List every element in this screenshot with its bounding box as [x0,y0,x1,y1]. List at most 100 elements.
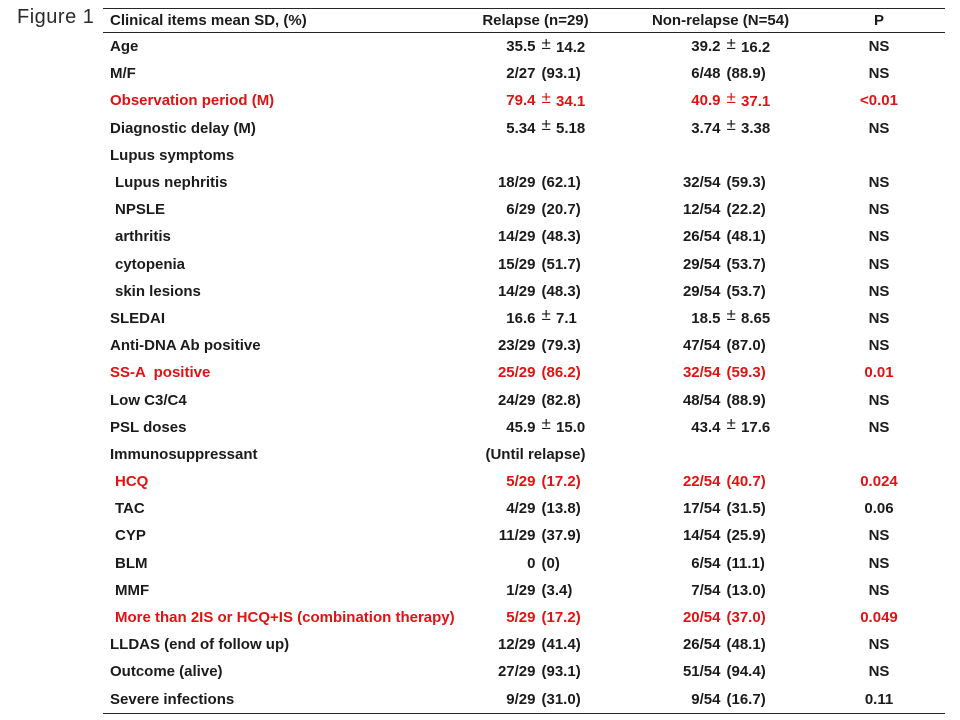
p-value: NS [868,554,890,572]
relapse-value: 12/29 (41.4) [443,636,628,653]
table-row: HCQ 5/29 (17.2) 22/54 (40.7) 0.024 [103,468,945,495]
value-left: 35.5 [506,38,536,56]
value-left: 14/29 [497,228,536,246]
value-left: 18.5 [691,309,721,327]
value-left: 14/54 [682,527,721,545]
col-header-p: P [873,12,884,29]
row-label: CYP [115,527,146,545]
plus-minus-symbol: ± [726,305,736,325]
value-left: 51/54 [682,663,721,681]
p-value: NS [868,418,890,436]
value-left: 4/29 [506,500,536,518]
relapse-value: 25/29 (86.2) [443,364,628,381]
plus-minus-symbol: ± [541,414,551,434]
p-value: 0.049 [860,609,898,627]
value-left: 48/54 [682,391,721,409]
p-value: <0.01 [860,92,898,110]
value-right: (94.4) [726,663,766,681]
nonrelapse-value: 20/54 (37.0) [628,609,813,626]
row-label: Observation period (M) [110,92,275,110]
col-header-clinical-items: Clinical items mean SD, (%) [110,12,307,29]
value-left: 9/54 [691,690,721,708]
value-right: ± 14.2 [541,33,586,56]
value-right: (13.8) [541,500,581,518]
value-left: 3.74 [691,119,721,137]
value-left: 5/29 [506,609,536,627]
value-right: (48.3) [541,228,581,246]
table-header-row: Clinical items mean SD, (%) Relapse (n=2… [103,8,945,33]
relapse-value: 45.9 ± 15.0 [443,414,628,437]
row-label: SLEDAI [110,309,166,327]
value-right: (37.9) [541,527,581,545]
row-label: Immunosuppressant [110,445,258,463]
value-left: 27/29 [497,663,536,681]
plus-minus-symbol: ± [726,414,736,434]
relapse-value: 16.6 ± 7.1 [443,305,628,328]
relapse-value: 23/29 (79.3) [443,337,628,354]
value-left: 24/29 [497,391,536,409]
row-label: TAC [115,500,145,518]
p-value: NS [868,636,890,654]
p-value: NS [868,174,890,192]
relapse-value: 18/29 (62.1) [443,174,628,191]
value-left: 39.2 [691,38,721,56]
value-left: 12/29 [497,636,536,654]
p-value: NS [868,282,890,300]
value-right: (48.1) [726,228,766,246]
table-row: SLEDAI 16.6 ± 7.1 18.5 ± 8.65 NS [103,305,945,332]
value-left: 32/54 [682,364,721,382]
table-row: LLDAS (end of follow up) 12/29 (41.4) 26/54… [103,631,945,658]
row-label: M/F [110,65,136,83]
relapse-value: 14/29 (48.3) [443,228,628,245]
value-left: 6/48 [691,65,721,83]
relapse-value: 5/29 (17.2) [443,473,628,490]
row-label: HCQ [115,473,149,491]
row-label: skin lesions [115,282,201,300]
plus-minus-symbol: ± [726,87,736,107]
p-value: NS [868,201,890,219]
nonrelapse-value: 47/54 (87.0) [628,337,813,354]
p-value: 0.06 [864,500,894,518]
nonrelapse-value: 26/54 (48.1) [628,636,813,653]
value-left: 29/54 [682,255,721,273]
row-label: Severe infections [110,690,235,708]
value-right: (31.5) [726,500,766,518]
value-right: (20.7) [541,201,581,219]
relapse-value: 15/29 (51.7) [443,256,628,273]
value-right: (93.1) [541,663,581,681]
table-row: Immunosuppressant (Until relapse) [103,441,945,468]
value-right: ± 16.2 [726,33,771,56]
table-row: skin lesions 14/29 (48.3) 29/54 (53.7) NS [103,278,945,305]
table-row: Diagnostic delay (M) 5.34 ± 5.18 3.74 ± 3.38… [103,115,945,142]
value-right: ± 3.38 [726,115,771,138]
table-row: Age 35.5 ± 14.2 39.2 ± 16.2 NS [103,33,945,60]
relapse-value: 79.4 ± 34.1 [443,88,628,111]
plus-minus-symbol: ± [541,115,551,135]
table-row: M/F 2/27 (93.1) 6/48 (88.9) NS [103,60,945,87]
row-label: More than 2IS or HCQ+IS (combination the… [115,609,455,627]
table-row: PSL doses 45.9 ± 15.0 43.4 ± 17.6 NS [103,414,945,441]
relapse-value: (Until relapse) [443,446,628,463]
p-value: NS [868,391,890,409]
value-right: (51.7) [541,255,581,273]
value-right: ± 8.65 [726,305,771,328]
value-left: 15/29 [497,255,536,273]
row-label: LLDAS (end of follow up) [110,636,290,654]
value-left: 16.6 [506,309,536,327]
value-right: (13.0) [726,581,766,599]
value-right: ± 7.1 [541,305,577,328]
value-right: (41.4) [541,636,581,654]
relapse-value: 9/29 (31.0) [443,691,628,708]
value-left: 5/29 [506,473,536,491]
value-left: 25/29 [497,364,536,382]
nonrelapse-value: 29/54 (53.7) [628,283,813,300]
table-row: TAC 4/29 (13.8) 17/54 (31.5) 0.06 [103,495,945,522]
value-left: 45.9 [506,418,536,436]
value-left: 6/29 [506,201,536,219]
nonrelapse-value: 39.2 ± 16.2 [628,33,813,57]
value-right: (0) [541,554,560,572]
nonrelapse-value: 14/54 (25.9) [628,527,813,544]
table-row: cytopenia 15/29 (51.7) 29/54 (53.7) NS [103,251,945,278]
row-label: PSL doses [110,418,187,436]
value-right: (22.2) [726,201,766,219]
